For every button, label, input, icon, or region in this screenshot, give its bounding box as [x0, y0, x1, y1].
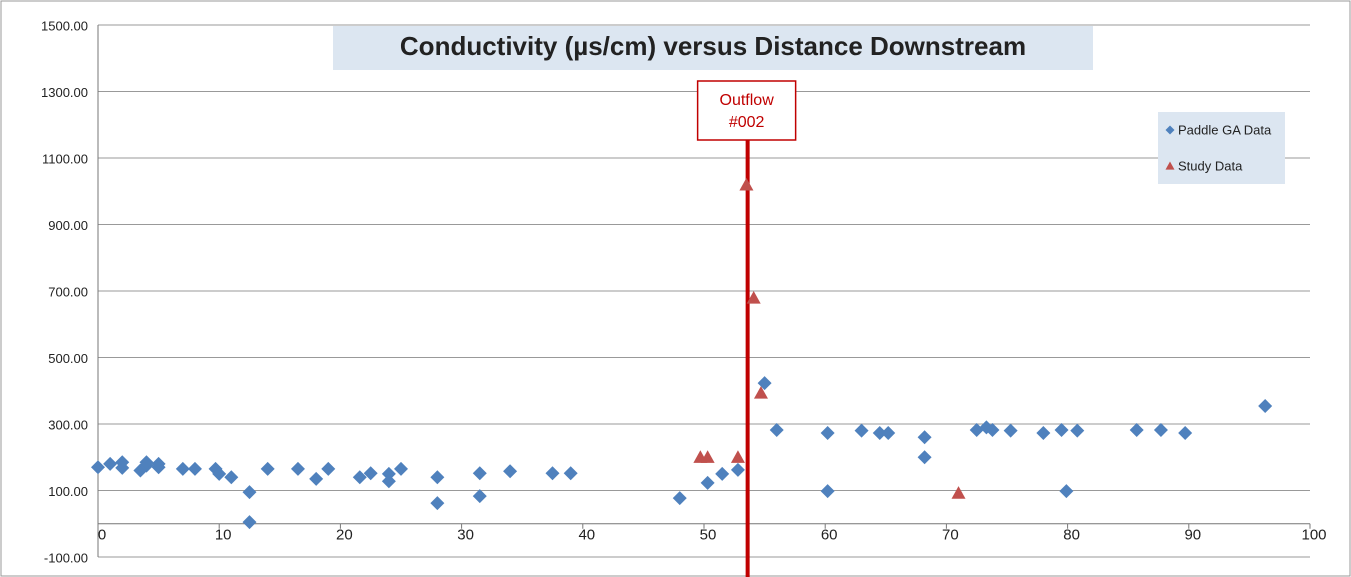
- point: [730, 450, 745, 463]
- point: [472, 466, 487, 481]
- point: [381, 466, 396, 481]
- x-tick-label: 60: [821, 527, 838, 544]
- x-tick-label: 30: [457, 527, 474, 544]
- point: [1036, 425, 1051, 440]
- point: [917, 430, 932, 445]
- point: [1059, 484, 1074, 499]
- y-tick-label: -100.00: [44, 550, 88, 565]
- point: [700, 450, 715, 463]
- x-tick-label: 70: [942, 527, 959, 544]
- point: [309, 471, 324, 486]
- point: [545, 466, 560, 481]
- point: [881, 425, 896, 440]
- point: [91, 460, 105, 475]
- annotation-text: #002: [729, 114, 765, 131]
- point: [242, 485, 257, 500]
- y-tick-label: 900.00: [48, 218, 88, 233]
- point: [872, 425, 887, 440]
- point: [672, 491, 687, 506]
- y-tick-label: 500.00: [48, 351, 88, 366]
- point: [563, 466, 578, 481]
- y-tick-label: 700.00: [48, 284, 88, 299]
- point: [769, 422, 784, 437]
- x-tick-label: 0: [98, 527, 106, 544]
- point: [115, 455, 130, 470]
- point: [321, 461, 336, 476]
- legend-box: [1158, 112, 1285, 184]
- point: [753, 386, 768, 399]
- x-tick-label: 40: [578, 527, 595, 544]
- point: [175, 461, 190, 476]
- y-tick-label: 1300.00: [41, 85, 88, 100]
- point: [820, 484, 835, 499]
- point: [730, 462, 745, 477]
- point: [739, 177, 754, 191]
- point: [472, 489, 487, 504]
- point: [917, 450, 932, 465]
- point: [854, 423, 869, 438]
- point: [139, 455, 154, 470]
- point: [212, 466, 227, 481]
- y-tick-label: 100.00: [48, 484, 88, 499]
- x-tick-label: 10: [215, 527, 232, 544]
- point: [503, 464, 518, 479]
- point: [260, 461, 275, 476]
- point: [1129, 422, 1144, 437]
- legend-marker: [1165, 161, 1175, 170]
- point: [290, 461, 305, 476]
- x-tick-label: 100: [1301, 527, 1326, 544]
- point: [381, 474, 396, 489]
- point: [715, 466, 730, 481]
- point: [746, 290, 761, 304]
- x-tick-label: 80: [1063, 527, 1080, 544]
- chart-title: Conductivity (µs/cm) versus Distance Dow…: [400, 31, 1026, 61]
- point: [187, 461, 202, 476]
- point: [700, 475, 715, 490]
- legend-label: Study Data: [1178, 158, 1243, 173]
- x-tick-label: 20: [336, 527, 353, 544]
- point: [430, 496, 445, 511]
- point: [151, 456, 166, 471]
- point: [430, 470, 445, 485]
- y-tick-label: 300.00: [48, 417, 88, 432]
- point: [969, 422, 984, 437]
- point: [951, 486, 966, 499]
- point: [103, 456, 118, 471]
- point: [1178, 425, 1193, 440]
- point: [394, 461, 408, 476]
- legend-marker: [1165, 125, 1175, 135]
- point: [1258, 399, 1273, 414]
- point: [985, 422, 1000, 437]
- annotation-text: Outflow: [720, 92, 775, 109]
- y-tick-label: 1100.00: [42, 151, 88, 166]
- x-tick-label: 50: [700, 527, 717, 544]
- y-tick-label: 1500.00: [41, 18, 88, 33]
- point: [363, 466, 378, 481]
- legend-label: Paddle GA Data: [1178, 122, 1272, 137]
- point: [242, 515, 257, 530]
- point: [1054, 422, 1069, 437]
- x-tick-label: 90: [1184, 527, 1201, 544]
- point: [820, 425, 835, 440]
- point: [1003, 423, 1018, 438]
- point: [352, 470, 367, 485]
- title-box: [333, 26, 1093, 70]
- point: [1153, 422, 1168, 437]
- annotation-box: [696, 80, 797, 141]
- point: [224, 470, 239, 485]
- point: [1070, 423, 1085, 438]
